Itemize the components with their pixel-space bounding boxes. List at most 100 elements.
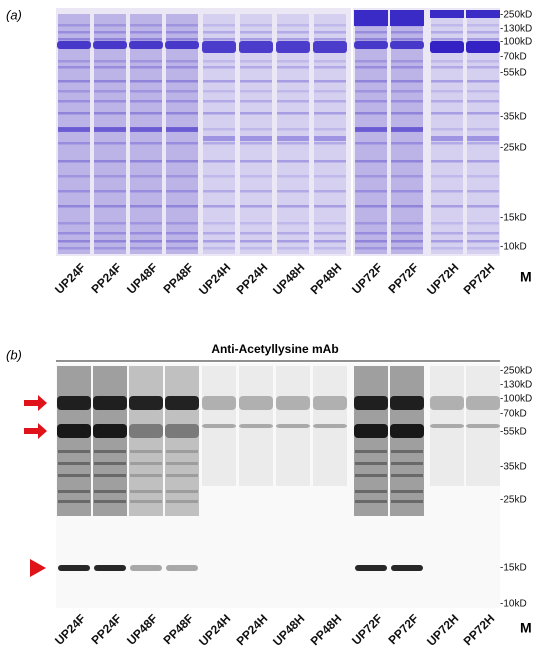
band xyxy=(240,136,272,141)
lane-smear xyxy=(239,366,273,486)
band xyxy=(58,205,90,208)
band xyxy=(240,38,272,41)
lane-smear xyxy=(240,14,272,254)
band xyxy=(94,31,126,34)
lane-label: PP72H xyxy=(461,260,498,297)
lane-smear xyxy=(313,366,347,486)
band xyxy=(130,500,162,503)
band xyxy=(467,240,499,243)
band xyxy=(467,24,499,27)
band xyxy=(314,247,346,250)
band xyxy=(466,396,500,410)
band xyxy=(314,24,346,27)
band xyxy=(314,100,346,103)
band xyxy=(240,247,272,250)
band xyxy=(58,100,90,103)
band xyxy=(130,142,162,145)
band xyxy=(314,240,346,243)
marker-label: -15kD xyxy=(500,563,527,574)
lane-smear xyxy=(314,14,346,254)
lane-label: UP72F xyxy=(349,260,385,296)
lane-smear xyxy=(93,366,127,516)
band xyxy=(467,80,499,83)
band xyxy=(467,128,499,131)
band xyxy=(240,112,272,115)
band xyxy=(166,112,198,115)
band xyxy=(166,142,198,145)
band xyxy=(166,90,198,93)
band xyxy=(314,142,346,145)
band xyxy=(166,222,198,225)
marker-label: -100kD xyxy=(500,394,532,405)
band xyxy=(355,247,387,250)
band xyxy=(354,41,388,49)
marker-label: -55kD xyxy=(500,68,527,79)
band xyxy=(240,60,272,63)
band xyxy=(355,112,387,115)
band xyxy=(277,24,309,27)
band xyxy=(58,31,90,34)
band xyxy=(94,474,126,477)
arrowhead xyxy=(30,559,46,577)
marker-lane-label: M xyxy=(520,269,532,285)
band xyxy=(313,396,347,410)
band xyxy=(129,41,163,49)
band xyxy=(240,190,272,193)
band xyxy=(58,474,90,477)
band xyxy=(431,175,463,178)
band xyxy=(94,205,126,208)
band xyxy=(94,450,126,453)
band xyxy=(166,100,198,103)
band xyxy=(355,66,387,69)
band xyxy=(313,41,347,53)
marker-lane-label: M xyxy=(520,620,532,636)
band xyxy=(391,60,423,63)
lane-smear xyxy=(203,14,235,254)
band xyxy=(129,396,163,410)
band xyxy=(58,112,90,115)
band xyxy=(431,90,463,93)
band xyxy=(58,222,90,225)
band xyxy=(355,38,387,41)
band xyxy=(467,160,499,163)
band xyxy=(354,396,388,410)
marker-label: -35kD xyxy=(500,112,527,123)
band xyxy=(277,38,309,41)
band xyxy=(240,222,272,225)
band xyxy=(166,127,198,132)
band xyxy=(240,100,272,103)
band xyxy=(354,10,388,26)
band xyxy=(166,462,198,465)
band xyxy=(203,160,235,163)
band xyxy=(166,66,198,69)
band xyxy=(166,247,198,250)
lane-smear xyxy=(57,366,91,516)
band xyxy=(130,240,162,243)
band xyxy=(391,450,423,453)
band xyxy=(314,160,346,163)
band xyxy=(240,128,272,131)
marker-label: -25kD xyxy=(500,495,527,506)
band xyxy=(391,205,423,208)
lane-smear xyxy=(431,14,463,254)
marker-label: -25kD xyxy=(500,143,527,154)
band xyxy=(390,10,424,26)
band xyxy=(94,90,126,93)
band xyxy=(130,247,162,250)
lane-label: UP48H xyxy=(270,260,307,297)
band xyxy=(93,41,127,49)
band xyxy=(355,31,387,34)
band xyxy=(94,160,126,163)
band xyxy=(390,424,424,438)
band xyxy=(430,41,464,53)
band xyxy=(130,565,162,571)
lane-smear xyxy=(58,14,90,254)
band xyxy=(240,232,272,235)
band xyxy=(431,247,463,250)
band xyxy=(203,38,235,41)
band xyxy=(240,24,272,27)
band xyxy=(203,232,235,235)
band xyxy=(58,38,90,41)
band xyxy=(202,424,236,428)
